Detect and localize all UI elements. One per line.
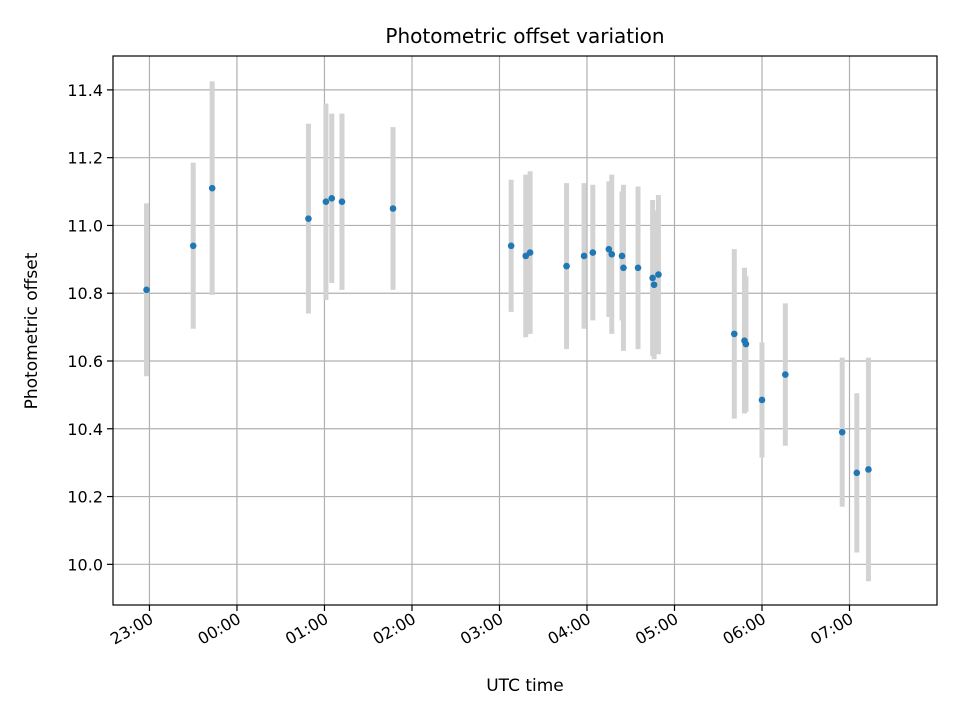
y-axis: 10.0 10.2 10.4 10.6 10.8 11.0 11.2 11.4 [67,81,113,574]
data-point [742,340,750,348]
y-tick-label: 10.4 [67,420,103,439]
data-point [338,198,346,206]
plot-frame [112,55,938,606]
data-point [620,264,627,272]
data-points [143,184,872,477]
data-point [838,428,846,436]
y-tick-label: 10.2 [67,488,103,507]
data-point [189,242,197,250]
y-axis-title: Photometric offset [22,252,42,409]
y-tick-label: 11.4 [67,81,103,100]
data-point [618,252,626,260]
y-tick-label: 10.0 [67,555,103,574]
data-point [580,252,588,260]
y-tick-label: 10.6 [67,352,103,371]
data-point [563,262,570,270]
data-point [328,195,336,202]
data-point [608,250,616,258]
data-point [143,286,150,294]
data-point [650,281,658,289]
data-point [305,215,312,222]
data-point [730,330,738,338]
y-tick-label: 11.0 [67,216,103,235]
y-tick-label: 11.2 [67,149,103,168]
data-point [507,242,515,250]
data-point [589,249,597,256]
data-point [655,271,662,278]
data-point [389,205,397,212]
data-point [649,274,656,282]
data-point [865,466,872,473]
data-point [782,371,789,378]
data-point [208,184,216,192]
data-point [526,249,534,256]
chart-title: Photometric offset variation [385,24,664,48]
data-point [758,396,766,404]
data-point [322,198,330,206]
data-point [853,469,861,477]
data-point [605,245,613,253]
data-point [634,264,642,272]
x-axis-title: UTC time [486,676,564,696]
y-tick-label: 10.8 [67,284,103,303]
